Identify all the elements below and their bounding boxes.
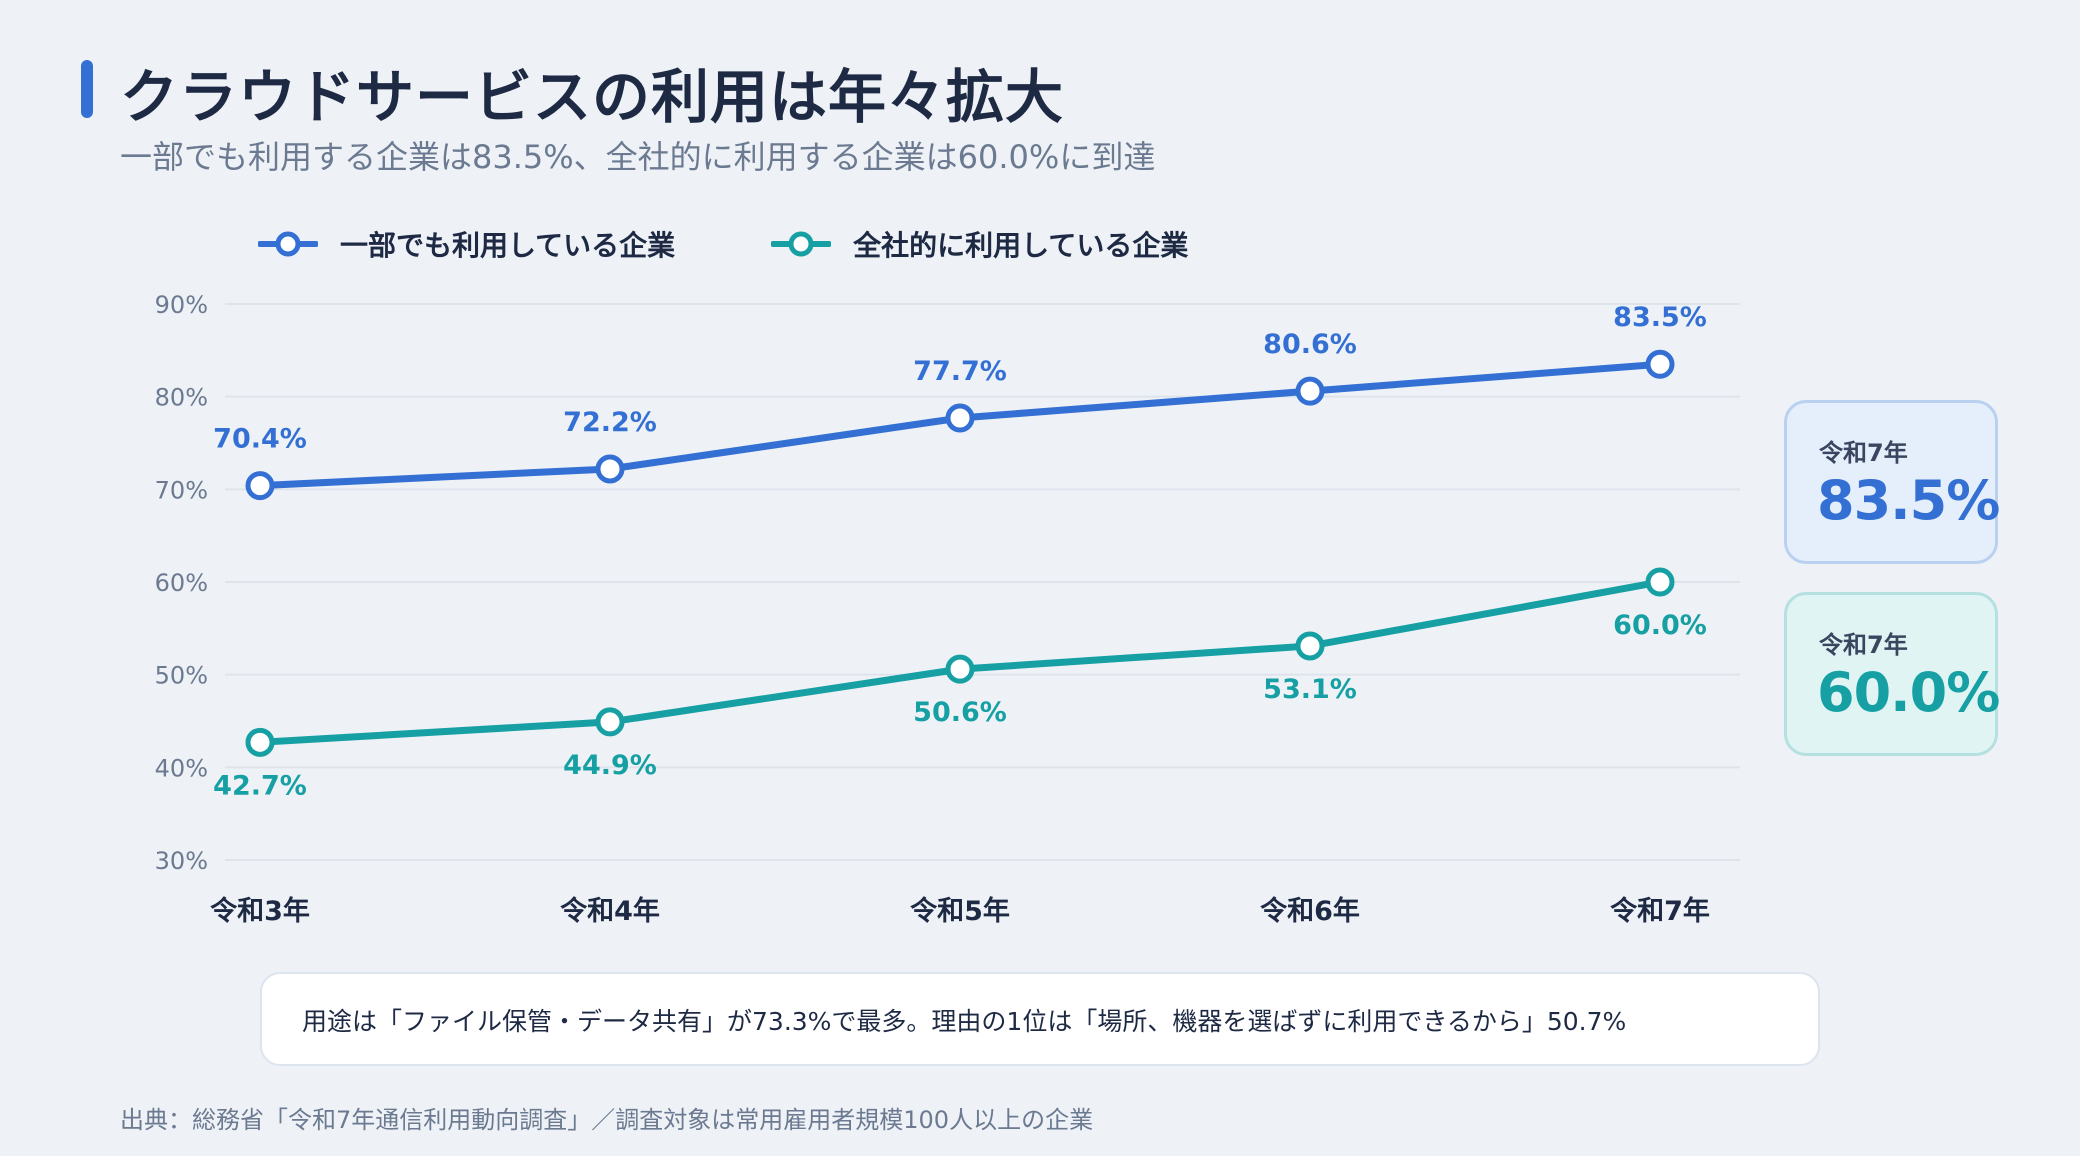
legend-label-series-2: 全社的に利用している企業 [853,229,1189,262]
data-point [1645,567,1675,597]
y-tick-label: 70% [155,476,208,504]
data-label: 44.9% [563,750,657,781]
data-label: 72.2% [563,407,657,438]
y-tick-label: 80% [155,384,208,412]
kpi-value: 60.0% [1817,661,2000,724]
line-chart: 90% 80% 70% 60% 50% 40% 30%令和3年 令和4年 令和5年 令和6年 令和7… [155,291,1740,927]
page-title: クラウドサービスの利用は年々拡大 [120,63,1065,131]
note-text: 用途は「ファイル保管・データ共有」が73.3%で最多。理由の1位は「場所、機器を… [302,1007,1627,1036]
kpi-label: 令和7年 [1819,439,1908,467]
legend-label-series-1: 一部でも利用している企業 [340,229,676,262]
data-point [595,707,625,737]
page-subtitle: 一部でも利用する企業は83.5%、全社的に利用する企業は60.0%に到達 [120,138,1156,176]
data-point [1295,376,1325,406]
y-tick-label: 30% [155,847,208,875]
x-tick-label: 令和6年 [1260,895,1360,927]
x-tick-label: 令和4年 [560,895,660,927]
x-tick-label: 令和7年 [1610,895,1710,927]
data-point [245,727,275,757]
x-tick-label: 令和5年 [910,895,1010,927]
kpi-label: 令和7年 [1819,631,1908,659]
kpi-card-company-wide-use: 令和7年 60.0% [1784,592,2000,756]
data-point [1295,631,1325,661]
data-point [245,471,275,501]
legend-marker-blue-icon [258,231,318,257]
y-tick-label: 40% [155,754,208,782]
data-point [595,454,625,484]
x-tick-label: 令和3年 [210,895,310,927]
data-label: 42.7% [213,770,307,801]
data-label: 83.5% [1613,302,1707,333]
legend-item-series-2: 全社的に利用している企業 [771,224,1188,264]
legend-item-series-1: 一部でも利用している企業 [258,224,675,264]
title-accent-bar [81,60,93,118]
chart-legend: 一部でも利用している企業 全社的に利用している企業 [258,224,1188,264]
data-point [945,403,975,433]
legend-marker-teal-icon [771,231,832,257]
note-box: 用途は「ファイル保管・データ共有」が73.3%で最多。理由の1位は「場所、機器を… [260,972,1820,1066]
data-label: 53.1% [1263,674,1357,705]
data-point [1645,349,1675,379]
kpi-value: 83.5% [1817,469,2000,532]
data-label: 70.4% [213,424,307,455]
kpi-card-partial-use: 令和7年 83.5% [1784,400,2000,564]
data-label: 50.6% [913,697,1007,728]
data-label: 80.6% [1263,329,1357,360]
y-tick-label: 90% [155,291,208,319]
y-tick-label: 50% [155,662,208,690]
source-footnote: 出典：総務省「令和7年通信利用動向調査」／調査対象は常用雇用者規模100人以上の… [120,1106,1094,1134]
data-label: 60.0% [1613,610,1707,641]
data-label: 77.7% [913,356,1007,387]
y-tick-label: 60% [155,569,208,597]
data-point [945,654,975,684]
